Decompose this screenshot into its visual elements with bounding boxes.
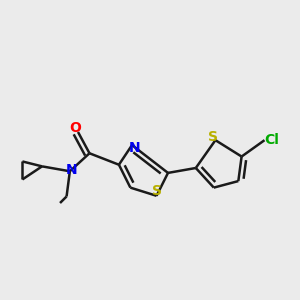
Text: N: N (66, 163, 77, 177)
Text: N: N (129, 141, 140, 155)
Text: Cl: Cl (264, 133, 279, 146)
Text: O: O (69, 121, 81, 135)
Text: S: S (208, 130, 218, 144)
Text: S: S (152, 184, 161, 198)
